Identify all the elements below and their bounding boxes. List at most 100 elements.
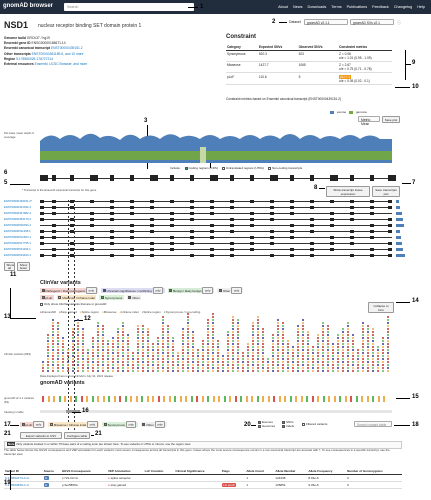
clinvar-variant-dot[interactable] bbox=[147, 352, 150, 355]
clinvar-variant-dot[interactable] bbox=[317, 340, 320, 343]
gnomad-variant-tick[interactable] bbox=[350, 396, 352, 402]
clinvar-variant-dot[interactable] bbox=[327, 328, 330, 331]
gnomad-variant-tick[interactable] bbox=[311, 396, 314, 402]
clinvar-variant-dot[interactable] bbox=[72, 343, 75, 346]
clinvar-variant-dot[interactable] bbox=[142, 361, 145, 364]
clinvar-variant-dot[interactable] bbox=[317, 352, 320, 355]
clinvar-variant-dot[interactable] bbox=[252, 358, 255, 361]
clinvar-variant-dot[interactable] bbox=[117, 367, 120, 370]
clinvar-variant-dot[interactable] bbox=[82, 349, 85, 352]
clinvar-variant-dot[interactable] bbox=[117, 328, 120, 331]
clinvar-variant-dot[interactable] bbox=[372, 355, 375, 358]
clinvar-variant-dot[interactable] bbox=[247, 355, 250, 358]
clinvar-variant-dot[interactable] bbox=[62, 343, 65, 346]
clinvar-variant-dot[interactable] bbox=[232, 361, 235, 364]
clinvar-variant-dot[interactable] bbox=[142, 349, 145, 352]
clinvar-variant-dot[interactable] bbox=[247, 352, 250, 355]
clinvar-variant-dot[interactable] bbox=[72, 328, 75, 331]
clinvar-variant-dot[interactable] bbox=[297, 331, 300, 334]
clinvar-variant-dot[interactable] bbox=[177, 355, 180, 358]
clinvar-variant-dot[interactable] bbox=[222, 367, 225, 370]
clinvar-variant-dot[interactable] bbox=[167, 328, 170, 331]
clinvar-variant-dot[interactable] bbox=[307, 331, 310, 334]
gnomad-variant-tick[interactable] bbox=[42, 396, 44, 402]
clinvar-variant-dot[interactable] bbox=[277, 328, 280, 331]
clinvar-variant-dot[interactable] bbox=[197, 355, 200, 358]
clinvar-variant-dot[interactable] bbox=[382, 364, 385, 367]
clinvar-variant-dot[interactable] bbox=[237, 343, 240, 346]
clinvar-variant-dot[interactable] bbox=[47, 334, 50, 337]
clinvar-variant-dot[interactable] bbox=[152, 361, 155, 364]
clinvar-variant-dot[interactable] bbox=[117, 352, 120, 355]
clinvar-variant-dot[interactable] bbox=[292, 364, 295, 367]
clinvar-variant-dot[interactable] bbox=[262, 349, 265, 352]
clinvar-variant-dot[interactable] bbox=[197, 370, 200, 373]
clinvar-variant-dot[interactable] bbox=[372, 337, 375, 340]
clinvar-variant-dot[interactable] bbox=[187, 325, 190, 328]
clinvar-variant-dot[interactable] bbox=[87, 349, 90, 352]
clinvar-variant-dot[interactable] bbox=[57, 364, 60, 367]
clinvar-variant-dot[interactable] bbox=[172, 370, 175, 373]
clinvar-variant-dot[interactable] bbox=[317, 358, 320, 361]
clinvar-variant-dot[interactable] bbox=[352, 337, 355, 340]
clinvar-variant-dot[interactable] bbox=[357, 349, 360, 352]
clinvar-variant-dot[interactable] bbox=[322, 334, 325, 337]
clinvar-variant-dot[interactable] bbox=[187, 343, 190, 346]
clinvar-variant-dot[interactable] bbox=[362, 361, 365, 364]
clinvar-variant-dot[interactable] bbox=[207, 346, 210, 349]
clinvar-variant-dot[interactable] bbox=[332, 343, 335, 346]
clinvar-variant-dot[interactable] bbox=[232, 343, 235, 346]
clinvar-variant-dot[interactable] bbox=[307, 361, 310, 364]
gnomad-variant-tick[interactable] bbox=[86, 396, 88, 402]
clinvar-variant-dot[interactable] bbox=[162, 328, 165, 331]
clinvar-variant-dot[interactable] bbox=[52, 355, 55, 358]
clinvar-variant-dot[interactable] bbox=[367, 328, 370, 331]
clinvar-variant-dot[interactable] bbox=[207, 328, 210, 331]
clinvar-variant-dot[interactable] bbox=[307, 364, 310, 367]
clinvar-variant-dot[interactable] bbox=[172, 355, 175, 358]
clinvar-variant-dot[interactable] bbox=[162, 316, 165, 319]
clinvar-variant-dot[interactable] bbox=[347, 334, 350, 337]
clinvar-variant-dot[interactable] bbox=[272, 358, 275, 361]
clinvar-variant-dot[interactable] bbox=[327, 340, 330, 343]
clinvar-variant-dot[interactable] bbox=[312, 370, 315, 373]
clinvar-variant-dot[interactable] bbox=[362, 334, 365, 337]
clinvar-variant-dot[interactable] bbox=[272, 334, 275, 337]
clinvar-variant-dot[interactable] bbox=[287, 367, 290, 370]
clinvar-variant-dot[interactable] bbox=[357, 361, 360, 364]
clinvar-variant-dot[interactable] bbox=[227, 367, 230, 370]
clinvar-variant-dot[interactable] bbox=[197, 364, 200, 367]
clinvar-variant-dot[interactable] bbox=[97, 334, 100, 337]
clinvar-variant-dot[interactable] bbox=[272, 352, 275, 355]
clinvar-variant-dot[interactable] bbox=[277, 325, 280, 328]
clinvar-variant-dot[interactable] bbox=[272, 355, 275, 358]
clinvar-variant-dot[interactable] bbox=[82, 340, 85, 343]
clinvar-variant-dot[interactable] bbox=[212, 370, 215, 373]
clinvar-variant-dot[interactable] bbox=[237, 340, 240, 343]
clinvar-variant-dot[interactable] bbox=[277, 364, 280, 367]
clinvar-variant-dot[interactable] bbox=[142, 358, 145, 361]
clinvar-variant-dot[interactable] bbox=[352, 346, 355, 349]
clinvar-variant-dot[interactable] bbox=[132, 364, 135, 367]
clinvar-variant-dot[interactable] bbox=[137, 370, 140, 373]
clinvar-variant-dot[interactable] bbox=[92, 337, 95, 340]
clinvar-variant-dot[interactable] bbox=[257, 334, 260, 337]
clinvar-variant-dot[interactable] bbox=[172, 340, 175, 343]
clinvar-variant-dot[interactable] bbox=[347, 367, 350, 370]
clinvar-variant-dot[interactable] bbox=[322, 343, 325, 346]
configure-table-button[interactable]: Configure table bbox=[64, 432, 90, 440]
clinvar-variant-dot[interactable] bbox=[302, 337, 305, 340]
clinvar-variant-dot[interactable] bbox=[202, 358, 205, 361]
clinvar-variant-dot[interactable] bbox=[67, 358, 70, 361]
clinvar-variant-dot[interactable] bbox=[252, 367, 255, 370]
clinvar-variant-dot[interactable] bbox=[272, 367, 275, 370]
clinvar-variant-dot[interactable] bbox=[242, 352, 245, 355]
clinvar-variant-dot[interactable] bbox=[342, 328, 345, 331]
clinvar-variant-dot[interactable] bbox=[257, 328, 260, 331]
clinvar-variant-dot[interactable] bbox=[172, 364, 175, 367]
clinvar-variant-dot[interactable] bbox=[357, 358, 360, 361]
gnomad-variant-tick[interactable] bbox=[75, 396, 77, 402]
clinvar-variant-dot[interactable] bbox=[227, 331, 230, 334]
gnomad-variant-tick[interactable] bbox=[97, 396, 99, 402]
clinvar-variant-dot[interactable] bbox=[162, 349, 165, 352]
